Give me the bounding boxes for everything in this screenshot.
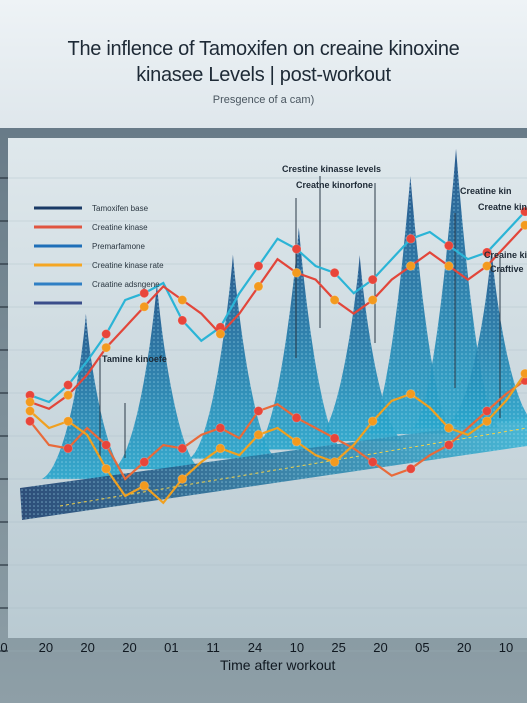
series-line: [29, 372, 526, 505]
x-tick-label: 20: [457, 640, 471, 655]
x-tick-label: 25: [331, 640, 345, 655]
series-line: [29, 379, 526, 481]
data-point: [291, 436, 302, 447]
data-point: [405, 463, 416, 474]
x-tick-label: 20: [122, 640, 136, 655]
data-point: [367, 295, 378, 305]
annotation-label: Creatine kin: [460, 186, 512, 196]
legend-label: Tamoxifen base: [92, 204, 149, 213]
data-point: [139, 301, 150, 312]
data-point: [253, 406, 264, 416]
data-point: [367, 274, 378, 285]
data-point: [63, 443, 74, 454]
data-point: [177, 295, 188, 305]
data-point: [139, 457, 150, 467]
data-point: [481, 406, 492, 416]
x-tick-label: 05: [415, 640, 429, 655]
data-point: [63, 380, 74, 390]
ridge-peak-texture: [41, 313, 130, 479]
data-point: [367, 457, 378, 467]
data-point: [139, 288, 150, 299]
x-tick-label: 01: [164, 640, 178, 655]
x-tick-label: 0: [0, 640, 7, 655]
ridge-peak-texture: [315, 255, 404, 442]
ridge-peak-texture: [447, 248, 527, 423]
data-point: [405, 233, 416, 244]
data-point: [25, 397, 35, 407]
data-point: [443, 261, 454, 271]
annotation-label: Creaine kin: [484, 250, 527, 260]
data-point: [215, 329, 226, 339]
data-point: [101, 342, 112, 353]
data-point: [443, 440, 454, 450]
chart-title-line1: The inflence of Tamoxifen on creaine kin…: [67, 38, 460, 60]
x-tick-label: 20: [80, 640, 94, 655]
annotation-label: Creatne kinorfone: [296, 180, 373, 190]
annotation-label: Tamine kinoefe: [102, 354, 167, 364]
data-point: [443, 240, 454, 251]
annotation-label: Creatne kin: [478, 202, 527, 212]
data-point: [25, 416, 35, 427]
data-point: [367, 416, 378, 427]
data-point: [177, 315, 188, 326]
data-point: [481, 416, 492, 427]
x-tick-label: 10: [499, 640, 513, 655]
data-point: [101, 463, 112, 474]
legend-label: Premarfamone: [92, 242, 145, 251]
data-point: [177, 443, 188, 454]
x-axis-label: Time after workout: [220, 657, 336, 673]
data-point: [63, 416, 74, 427]
x-tick-label: 11: [206, 640, 220, 655]
data-point: [215, 443, 226, 454]
chart-subtitle: Presgence of a cam): [212, 94, 315, 106]
ridge-peak-texture: [188, 254, 277, 459]
series-line: [29, 210, 526, 404]
ridge-peak-texture: [112, 283, 201, 470]
data-point: [63, 390, 74, 401]
data-point: [329, 295, 340, 305]
data-point: [520, 220, 527, 231]
x-tick-label: 10: [290, 640, 304, 655]
chart-title-line2: kinasee Levels | post-workout: [136, 64, 391, 86]
ridge-floor-texture: [20, 418, 527, 520]
data-point: [25, 406, 35, 416]
annotation-label: Crestine kinasse levels: [282, 164, 381, 174]
data-point: [405, 389, 416, 399]
data-point: [481, 247, 492, 258]
data-point: [481, 261, 492, 271]
data-point: [405, 261, 416, 271]
data-point: [253, 281, 264, 292]
data-point: [215, 423, 226, 433]
title-block: The inflence of Tamoxifen on creaine kin…: [0, 0, 527, 128]
ridge-peak-texture: [254, 227, 343, 450]
series-line: [29, 224, 526, 411]
data-point: [520, 368, 527, 379]
data-point: [520, 206, 527, 217]
data-point: [101, 440, 112, 450]
data-point: [291, 267, 302, 278]
data-point: [253, 261, 264, 271]
data-point: [253, 429, 264, 440]
legend-label: Creatine kinase rate: [92, 261, 164, 270]
data-point: [443, 423, 454, 433]
x-tick-label: 20: [39, 640, 53, 655]
data-point: [139, 480, 150, 491]
chart-area: Tamoxifen base Creatine kinase Premarfamon…: [0, 128, 527, 703]
data-point: [291, 412, 302, 423]
data-point: [329, 267, 340, 278]
x-tick-label: 24: [248, 640, 262, 655]
legend-label: Craatine adsngene: [92, 280, 160, 289]
ridge-floor-marker: [59, 427, 527, 507]
annotation-label: Craftive: [490, 264, 524, 274]
x-tick-label: 20: [373, 640, 387, 655]
data-point: [329, 433, 340, 444]
legend-label: Creatine kinase: [92, 223, 148, 232]
chart-svg: Tamoxifen base Creatine kinase Premarfamon…: [0, 138, 527, 655]
data-point: [177, 474, 188, 484]
data-point: [329, 457, 340, 467]
data-point: [291, 244, 302, 254]
data-point: [101, 329, 112, 339]
